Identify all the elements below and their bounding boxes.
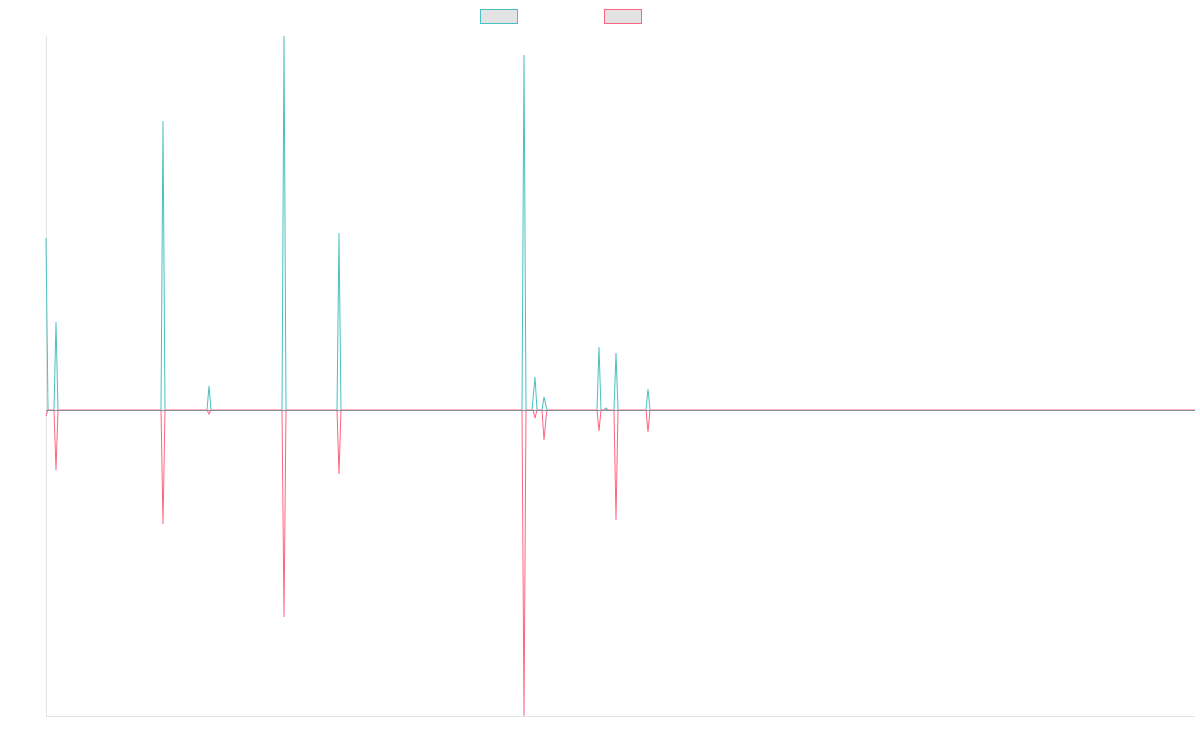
series-line-1 [45,35,1195,411]
legend-item-series-1[interactable] [480,9,524,24]
series-line-2 [45,409,1195,717]
legend-swatch-teal [480,9,518,24]
legend-swatch-pink [604,9,642,24]
chart-legend [0,9,1200,27]
legend-item-series-2[interactable] [604,9,648,24]
